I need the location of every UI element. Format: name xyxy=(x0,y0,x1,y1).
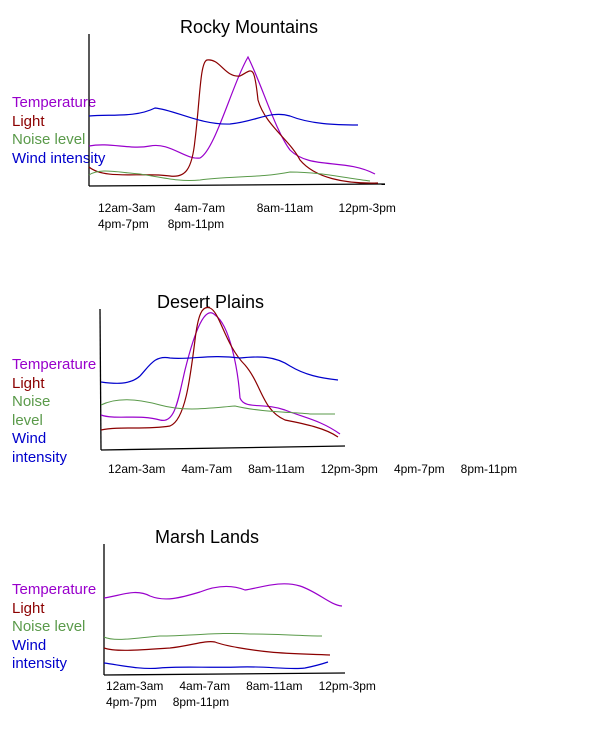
x-axis-tick-labels: 12am-3am 4am-7am 8am-11am 12pm-3pm 4pm-7… xyxy=(106,678,376,710)
series-line-noise-level xyxy=(100,399,335,415)
legend-item-temperature: Temperature xyxy=(12,356,97,373)
x-tick-label: 8pm-11pm xyxy=(172,695,230,709)
x-tick-label: 4am-7am xyxy=(181,462,233,476)
series-line-temperature xyxy=(100,312,341,435)
chart-title: Rocky Mountains xyxy=(180,17,319,37)
legend-item-light: Light xyxy=(12,599,45,617)
legend-item-wind-intensity: Wind intensity xyxy=(12,636,68,673)
x-tick-label: 4pm-7pm xyxy=(106,695,157,709)
x-tick-label: 12pm-3pm xyxy=(338,201,396,215)
legend-item-noise-level: Noise level xyxy=(12,131,86,148)
legend-item-light: Light xyxy=(12,374,45,392)
x-tick-label: 8am-11am xyxy=(256,201,314,215)
series-line-temperature xyxy=(88,55,376,175)
series-line-light xyxy=(100,306,339,438)
x-tick-label: 4pm-7pm xyxy=(98,217,149,231)
legend-item-noise-level: Noise level xyxy=(12,618,86,635)
legend-item-light: Light xyxy=(12,112,45,130)
x-tick-label: 12am-3am xyxy=(108,462,166,476)
x-axis-tick-labels: 12am-3am 4am-7am 8am-11am 12pm-3pm 4pm-7… xyxy=(108,461,517,477)
legend: Temperature Light Noise level Wind inten… xyxy=(12,581,98,674)
series-line-wind-intensity xyxy=(103,661,329,670)
legend-item-wind-intensity: Wind intensity xyxy=(12,149,106,167)
legend-item-noise-level: Noise level xyxy=(12,393,51,429)
x-tick-label: 4am-7am xyxy=(179,679,231,693)
series-line-noise-level xyxy=(88,170,371,182)
legend: Temperature Light Noise level Wind inten… xyxy=(12,94,105,168)
x-tick-label: 12am-3am xyxy=(98,201,156,215)
x-axis xyxy=(103,672,346,676)
x-tick-label: 8am-11am xyxy=(246,679,303,693)
series-line-noise-level xyxy=(103,632,323,640)
legend: Temperature Light Noise level Wind inten… xyxy=(12,356,97,467)
x-tick-label: 4pm-7pm xyxy=(393,462,445,476)
series-line-temperature xyxy=(103,583,343,607)
x-tick-label: 8pm-11pm xyxy=(167,217,225,231)
series-line-light xyxy=(103,641,331,656)
series-line-wind-intensity xyxy=(88,107,359,126)
x-axis xyxy=(88,183,386,187)
x-axis-tick-labels: 12am-3am 4am-7am 8am-11am 12pm-3pm 4pm-7… xyxy=(98,200,428,232)
chart-title: Desert Plains xyxy=(157,292,265,312)
series-line-light xyxy=(88,59,379,184)
legend-item-wind-intensity: Wind intensity xyxy=(12,430,68,466)
legend-item-temperature: Temperature xyxy=(12,94,97,111)
x-tick-label: 12am-3am xyxy=(106,679,164,693)
series-line-wind-intensity xyxy=(100,356,339,384)
y-axis xyxy=(99,308,102,451)
legend-item-temperature: Temperature xyxy=(12,581,97,598)
x-tick-label: 8am-11am xyxy=(248,462,305,476)
chart-title: Marsh Lands xyxy=(155,527,260,547)
x-axis xyxy=(100,445,346,451)
x-tick-label: 4am-7am xyxy=(174,201,226,215)
x-tick-label: 12pm-3pm xyxy=(320,462,378,476)
x-tick-label: 12pm-3pm xyxy=(318,679,376,693)
x-tick-label: 8pm-11pm xyxy=(460,462,518,476)
